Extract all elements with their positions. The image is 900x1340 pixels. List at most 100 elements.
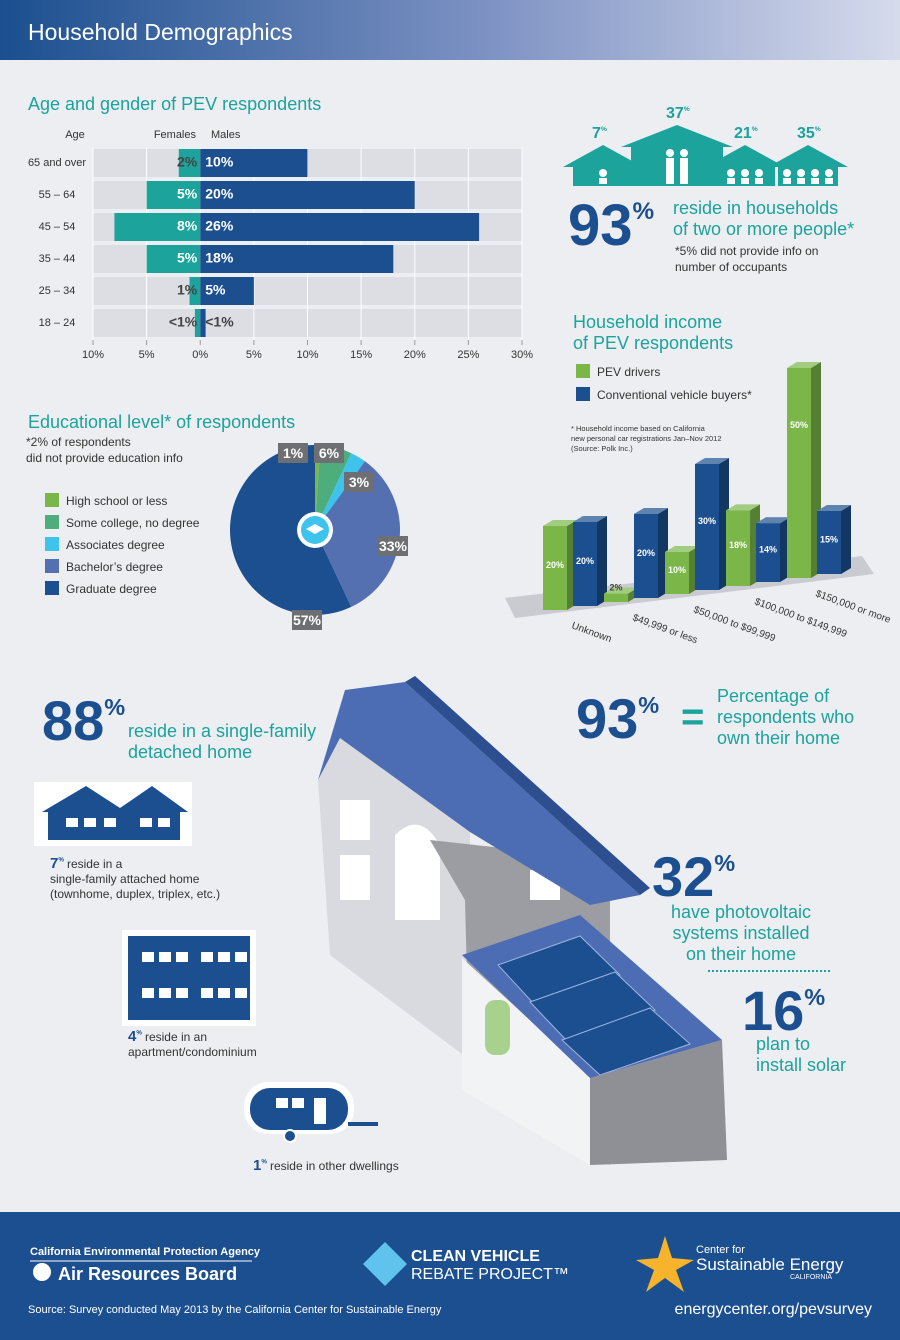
value-label: 50% (790, 420, 808, 430)
dwelling-text: reside in a (67, 857, 123, 871)
household-icon (768, 145, 848, 186)
dwelling-stat-value: 4 (128, 1028, 137, 1045)
cvrp-line-1: CLEAN VEHICLE (411, 1248, 540, 1265)
bar-top (695, 458, 729, 464)
legend-label: Females (154, 129, 197, 141)
trailer-icon (244, 1082, 378, 1143)
source-note: Source: Survey conducted May 2013 by the… (28, 1304, 442, 1316)
header-bar (0, 0, 900, 60)
household-note: number of occupants (675, 260, 787, 274)
solar-stat: 16% (742, 979, 825, 1042)
x-tick-label: 20% (404, 349, 426, 361)
icon-window (84, 818, 96, 827)
bar-top (665, 546, 699, 552)
footer-bar (0, 1212, 900, 1340)
dwelling-text: reside in a single-family (128, 721, 316, 741)
value-label: 6% (319, 445, 340, 461)
pie-slice (315, 445, 352, 530)
icon-person-head (825, 169, 833, 177)
value-label: 15% (820, 535, 838, 545)
icon-person-head (727, 169, 735, 177)
x-tick-label: 15% (350, 349, 372, 361)
bar (200, 149, 308, 177)
chart-note: did not provide education info (26, 451, 183, 465)
bar-top-shade (817, 505, 851, 511)
legend-label: PEV drivers (597, 365, 660, 379)
bar-top-shade (695, 458, 729, 464)
chart-note: *2% of respondents (26, 435, 131, 449)
household-size-value-value: 21 (734, 125, 752, 142)
household-total-unit: % (633, 198, 655, 225)
icon-door (314, 1098, 326, 1124)
icon-window (140, 818, 152, 827)
icon-house (621, 125, 733, 186)
agency-name: California Environmental Protection Agen… (30, 1246, 261, 1258)
board-name: Air Resources Board (58, 1264, 237, 1284)
x-tick-label: 25% (457, 349, 479, 361)
dwelling-text: single-family attached home (50, 872, 200, 886)
icon-person-head (755, 169, 763, 177)
x-tick-label: 0% (192, 349, 208, 361)
bar-top (726, 504, 760, 511)
icon-person-head (811, 169, 819, 177)
bar (573, 522, 597, 606)
dwelling-stat: 7% reside in a (50, 855, 123, 872)
icon-person-head (741, 169, 749, 177)
dwelling-text: (townhome, duplex, triplex, etc.) (50, 887, 220, 901)
bar (756, 523, 780, 582)
value-label: 20% (637, 548, 655, 558)
legend-swatch (45, 559, 59, 573)
legend-label: Some college, no degree (66, 516, 200, 530)
icon-person-body (741, 178, 749, 184)
cse-line-2: Sustainable Energy (696, 1255, 844, 1274)
bar (200, 213, 480, 241)
household-icon (705, 145, 785, 186)
x-tick-label: 10% (82, 349, 104, 361)
y-tick-label: 55 – 64 (39, 189, 76, 201)
y-tick-label: 35 – 44 (39, 253, 76, 265)
dwelling-stat-unit: % (104, 694, 125, 720)
bar-top-shade (787, 362, 821, 368)
chart-note: (Source: Polk Inc.) (571, 444, 633, 453)
cse-line-3: CALIFORNIA (790, 1274, 832, 1281)
y-tick-label: 25 – 34 (39, 285, 76, 297)
chart-title: Age and gender of PEV respondents (28, 94, 321, 114)
icon-person-body (783, 178, 791, 184)
household-text: of two or more people* (673, 219, 854, 239)
household-size-value-unit: % (601, 126, 607, 133)
icon-window (176, 988, 188, 998)
legend-swatch (45, 493, 59, 507)
bar-side (597, 516, 607, 606)
bar-top (634, 508, 668, 514)
value-label: 57% (293, 612, 322, 628)
solar-text: have photovoltaic (671, 902, 811, 922)
pie-slice (315, 461, 400, 607)
survey-url: energycenter.org/pevsurvey (675, 1301, 872, 1318)
legend-swatch (576, 364, 590, 378)
value-label: 8% (177, 218, 198, 234)
y-tick-label: 45 – 54 (39, 221, 76, 233)
pie-slice (229, 445, 352, 615)
icon-window (276, 1098, 288, 1108)
cvrp-logo (363, 1242, 407, 1286)
icon-person-body (797, 178, 805, 184)
legend-swatch (45, 515, 59, 529)
value-label: 18% (729, 540, 747, 550)
bar-top-shade (726, 504, 760, 511)
household-size-value-value: 7 (592, 125, 601, 142)
solar-stat: 32% (652, 845, 735, 908)
icon-window (218, 988, 230, 998)
bar-top-shade (634, 508, 668, 514)
value-label: 1% (283, 445, 304, 461)
icon-person-body (755, 178, 763, 184)
icon-window (201, 988, 213, 998)
icon-window (218, 952, 230, 962)
ownership-stat: 93% (576, 687, 659, 750)
icon-house (705, 145, 785, 186)
legend-label: Males (211, 129, 241, 141)
solar-stat-value: 16 (742, 979, 804, 1042)
bar (200, 181, 415, 209)
value-label: 2% (177, 154, 198, 170)
solar-stat-unit: % (804, 984, 825, 1010)
